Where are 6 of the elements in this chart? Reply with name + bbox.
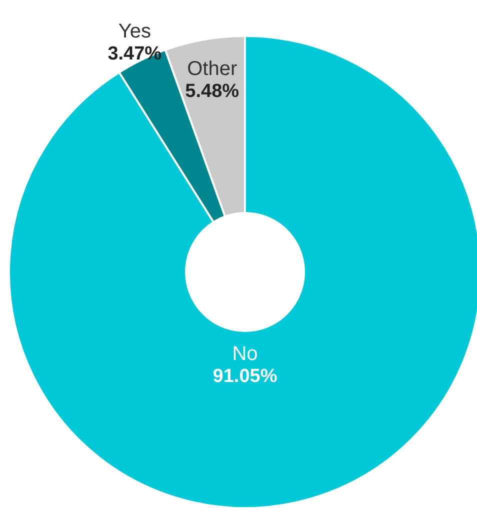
slice-label: No	[232, 343, 258, 366]
data-label: 5.48%	[185, 80, 240, 102]
data-label: 3.47%	[108, 43, 162, 64]
data-label: 91.05%	[212, 366, 278, 388]
slice-label: Other	[187, 58, 238, 80]
slice-label: Yes	[118, 20, 151, 42]
